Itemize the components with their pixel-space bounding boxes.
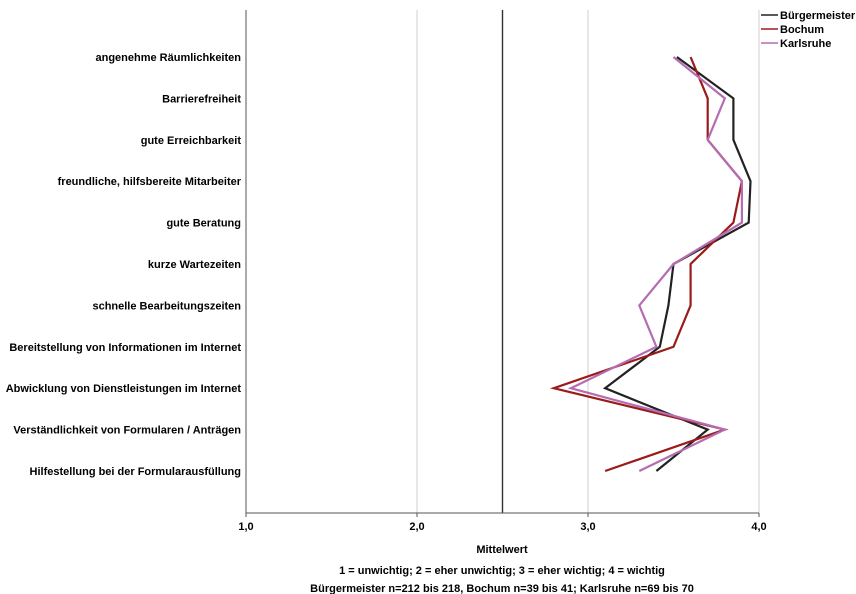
legend-label: Karlsruhe bbox=[780, 38, 831, 50]
category-label: Hilfestellung bei der Formularausfüllung bbox=[30, 466, 241, 478]
scale-note: 1 = unwichtig; 2 = eher unwichtig; 3 = e… bbox=[339, 565, 665, 577]
category-label: gute Beratung bbox=[166, 218, 241, 230]
legend-label: Bochum bbox=[780, 24, 824, 36]
sample-size-note: Bürgermeister n=212 bis 218, Bochum n=39… bbox=[310, 583, 694, 594]
series-lines bbox=[549, 56, 752, 473]
legend: Bürgermeister Bochum Karlsruhe bbox=[761, 10, 856, 50]
category-label: Verständlichkeit von Formularen / Anträg… bbox=[13, 425, 241, 437]
legend-label: Bürgermeister bbox=[780, 10, 856, 22]
category-label: gute Erreichbarkeit bbox=[141, 135, 242, 147]
x-tick-label: 3,0 bbox=[580, 521, 595, 533]
series-line-karlsruhe bbox=[567, 56, 744, 472]
category-label: schnelle Bearbeitungszeiten bbox=[92, 300, 241, 312]
series-line-b-rgermeister bbox=[602, 56, 752, 472]
gridlines bbox=[245, 10, 760, 513]
category-label: Barrierefreiheit bbox=[162, 93, 241, 105]
x-tick-label: 2,0 bbox=[409, 521, 424, 533]
x-axis-title: Mittelwert bbox=[476, 544, 528, 556]
series-line-bochum bbox=[549, 56, 744, 473]
category-labels: angenehme Räumlichkeiten Barrierefreiheit… bbox=[6, 52, 242, 478]
category-label: kurze Wartezeiten bbox=[148, 259, 241, 271]
x-tick-label: 1,0 bbox=[238, 521, 253, 533]
category-label: Bereitstellung von Informationen im Inte… bbox=[9, 342, 241, 354]
category-label: Abwicklung von Dienstleistungen im Inter… bbox=[6, 383, 242, 395]
x-tick-labels: 1,0 2,0 3,0 4,0 bbox=[238, 513, 767, 533]
category-label: freundliche, hilfsbereite Mitarbeiter bbox=[58, 176, 242, 188]
category-label: angenehme Räumlichkeiten bbox=[96, 52, 242, 64]
x-tick-label: 4,0 bbox=[751, 521, 766, 533]
